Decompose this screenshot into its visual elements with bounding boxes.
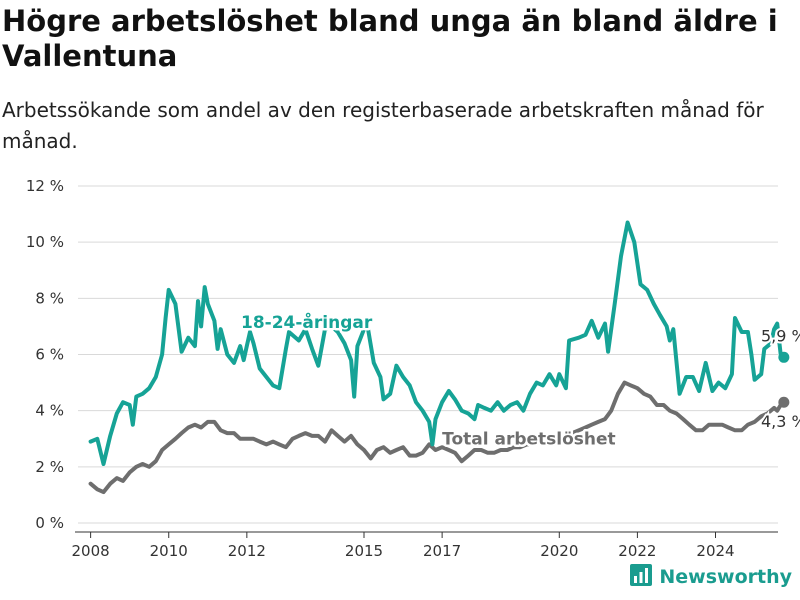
- x-tick-label: 2010: [150, 542, 188, 560]
- y-tick-label: 0 %: [35, 514, 64, 532]
- x-tick-label: 2012: [228, 542, 266, 560]
- x-tick-label: 2020: [540, 542, 578, 560]
- y-tick-label: 4 %: [35, 402, 64, 420]
- x-tick-label: 2022: [618, 542, 656, 560]
- x-axis: 2008 2010 2012 2015 2017 2020 2022 2024: [72, 531, 778, 560]
- y-tick-label: 6 %: [35, 346, 64, 364]
- series-labels: 18-24-åringar Total arbetslöshet 5,9 % 4,3 …: [238, 308, 800, 452]
- y-tick-label: 2 %: [35, 458, 64, 476]
- series-line-total: [88, 380, 786, 495]
- series-lines: [88, 220, 790, 495]
- series-label-total: Total arbetslöshet: [442, 429, 616, 449]
- gridlines: 0 % 2 % 4 % 6 % 8 % 10 % 12 %: [26, 177, 778, 532]
- brand-name: Newsworthy: [659, 566, 792, 588]
- series-end-point-total: [778, 396, 790, 408]
- newsworthy-logo-icon: [629, 563, 653, 591]
- chart-title: Högre arbetslöshet bland unga än bland ä…: [2, 4, 778, 73]
- end-label-youth: 5,9 %: [761, 326, 800, 345]
- y-tick-label: 10 %: [26, 233, 64, 251]
- series-line-youth: [88, 220, 786, 466]
- y-tick-label: 8 %: [35, 289, 64, 307]
- x-tick-label: 2024: [696, 542, 734, 560]
- chart-subtitle: Arbetssökande som andel av den registerb…: [2, 98, 764, 153]
- brand-logo: Newsworthy: [629, 563, 792, 591]
- x-tick-label: 2017: [423, 542, 461, 560]
- end-label-total: 4,3 %: [761, 412, 800, 431]
- x-tick-label: 2008: [72, 542, 110, 560]
- x-tick-label: 2015: [345, 542, 383, 560]
- series-end-point-youth: [778, 351, 790, 363]
- y-tick-label: 12 %: [26, 177, 64, 195]
- series-label-youth: 18-24-åringar: [241, 311, 373, 333]
